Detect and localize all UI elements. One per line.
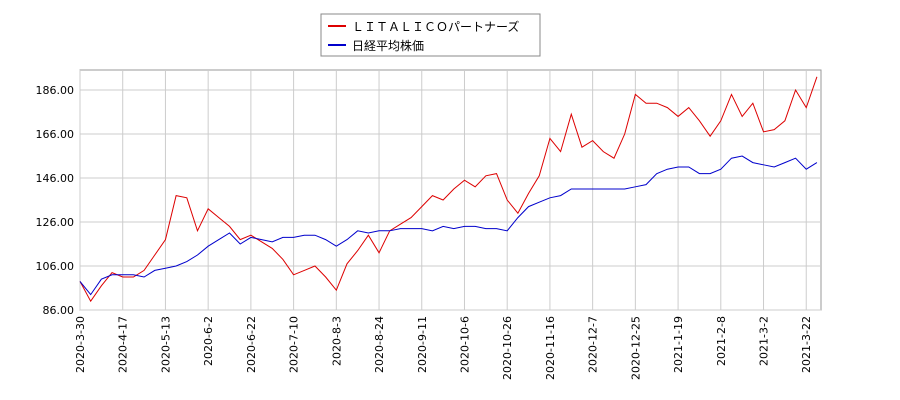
x-tick-label: 2020-12-25 (629, 316, 642, 380)
x-tick-label: 2021-3-2 (758, 316, 771, 366)
x-tick-label: 2020-4-17 (117, 316, 130, 373)
x-tick-label: 2020-11-16 (544, 316, 557, 380)
x-tick-label: 2020-8-24 (373, 316, 386, 373)
y-tick-label: 166.00 (36, 128, 75, 141)
x-tick-label: 2020-10-6 (458, 316, 471, 373)
y-tick-label: 106.00 (36, 260, 75, 273)
series-line (79, 155, 818, 296)
x-tick-label: 2020-6-22 (245, 316, 258, 373)
x-tick-label: 2021-3-22 (800, 316, 813, 373)
series-line (79, 76, 818, 303)
x-tick-label: 2020-9-11 (416, 316, 429, 373)
x-tick-label: 2020-6-2 (202, 316, 215, 366)
plot-area (79, 69, 822, 311)
x-tick-label: 2020-10-26 (501, 316, 514, 380)
x-tick-label: 2021-1-19 (672, 316, 685, 373)
legend-label: ＬＩＴＡＬＩＣＯパートナーズ (352, 19, 519, 34)
x-tick-label: 2020-12-7 (587, 316, 600, 373)
y-tick-label: 186.00 (36, 84, 75, 97)
y-tick-label: 126.00 (36, 216, 75, 229)
x-tick-label: 2020-3-30 (74, 316, 87, 373)
legend-label: 日経平均株価 (352, 38, 424, 53)
y-tick-label: 86.00 (43, 304, 75, 317)
x-tick-label: 2020-7-10 (288, 316, 301, 373)
x-tick-label: 2020-8-3 (330, 316, 343, 366)
y-tick-label: 146.00 (36, 172, 75, 185)
x-tick-label: 2021-2-8 (715, 316, 728, 366)
legend (320, 13, 541, 57)
x-tick-label: 2020-5-13 (159, 316, 172, 373)
